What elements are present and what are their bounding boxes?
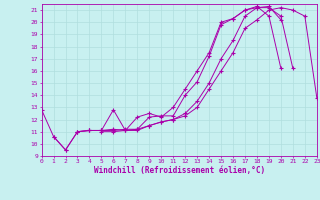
X-axis label: Windchill (Refroidissement éolien,°C): Windchill (Refroidissement éolien,°C) xyxy=(94,166,265,175)
